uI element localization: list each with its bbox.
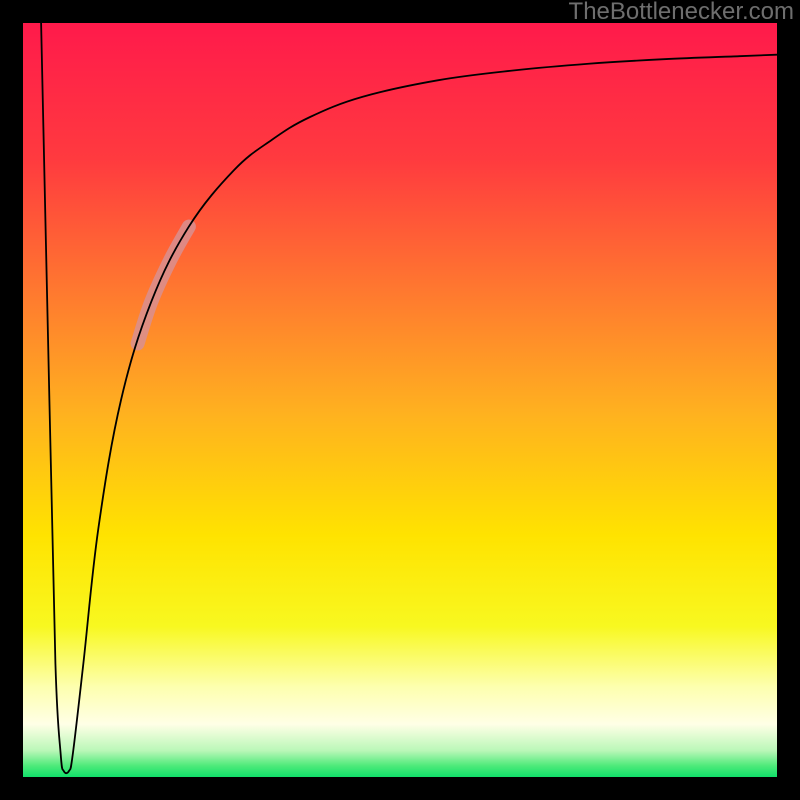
- bottleneck-chart: TheBottlenecker.com: [0, 0, 800, 800]
- attribution-label: TheBottlenecker.com: [569, 0, 794, 26]
- plot-area: [23, 23, 777, 777]
- plot-background-gradient: [23, 23, 777, 777]
